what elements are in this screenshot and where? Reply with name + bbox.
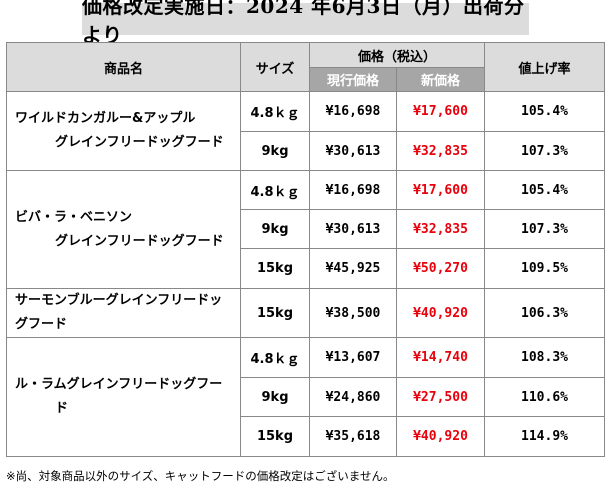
product-name-line1: ビバ・ラ・ベニソン bbox=[15, 209, 133, 225]
product-name-line1: ワイルドカンガルー&アップル bbox=[15, 111, 196, 126]
product-name-line2: グレインフリードッグフード bbox=[55, 135, 224, 150]
product-name: サーモンブルーグレインフリードッ グフード bbox=[6, 288, 241, 338]
table-row: 9kg ¥24,860 ¥27,500 110.6% bbox=[7, 377, 606, 417]
product-name: ル・ラムグレインフリードッグフード bbox=[6, 337, 241, 457]
new-price-cell: ¥32,835 bbox=[395, 131, 486, 171]
table-row: サーモンブルーグレインフリードッ グフード 15kg ¥38,500 ¥40,920 10… bbox=[6, 288, 606, 338]
header-new-price: 新価格 bbox=[395, 67, 486, 92]
table-row: 15kg ¥45,925 ¥50,270 109.5% bbox=[7, 248, 606, 289]
current-price-cell: ¥16,698 bbox=[309, 170, 397, 210]
new-price-cell: ¥17,600 bbox=[395, 91, 486, 132]
table-row: 15kg ¥35,618 ¥40,920 114.9% bbox=[7, 416, 606, 457]
product-name: ワイルドカンガルー&アップルグレインフリードッグフード bbox=[6, 91, 241, 171]
rate-cell: 108.3% bbox=[484, 337, 606, 378]
product-name-line2: グレインフリードッグフード bbox=[55, 233, 224, 249]
header-price: 価格（税込） bbox=[308, 42, 486, 68]
table-row: 9kg ¥30,613 ¥32,835 107.3% bbox=[7, 209, 606, 249]
header-size: サイズ bbox=[240, 42, 310, 92]
product-name-line1: サーモンブルーグレインフリードッ bbox=[15, 293, 223, 308]
footnote: ※尚、対象商品以外のサイズ、キャットフードの価格改定はございません。 bbox=[6, 469, 395, 483]
size-cell: 9kg bbox=[240, 377, 310, 417]
rate-cell: 106.3% bbox=[484, 288, 606, 338]
size-cell: 4.8ｋｇ bbox=[240, 337, 310, 378]
rate-cell: 105.4% bbox=[484, 170, 606, 210]
new-price-cell: ¥50,270 bbox=[395, 248, 486, 289]
new-price-cell: ¥40,920 bbox=[395, 416, 486, 457]
size-cell: 4.8ｋｇ bbox=[240, 91, 310, 132]
rate-cell: 114.9% bbox=[484, 416, 606, 457]
rate-cell: 107.3% bbox=[484, 131, 606, 171]
header-rate: 値上げ率 bbox=[484, 42, 606, 92]
product-name: ビバ・ラ・ベニソングレインフリードッグフード bbox=[6, 170, 241, 289]
table-row: ル・ラムグレインフリードッグフード 4.8ｋｇ ¥13,607 ¥14,740 108.… bbox=[6, 337, 606, 457]
header-current-price: 現行価格 bbox=[309, 67, 397, 92]
rate-cell: 107.3% bbox=[484, 209, 606, 249]
current-price-cell: ¥16,698 bbox=[309, 91, 397, 132]
current-price-cell: ¥30,613 bbox=[309, 209, 397, 249]
page-title: 価格改定実施日：2024 年6月3日（月）出荷分より bbox=[82, 0, 529, 47]
size-cell: 15kg bbox=[240, 416, 310, 457]
rate-cell: 109.5% bbox=[484, 248, 606, 289]
rate-cell: 105.4% bbox=[484, 91, 606, 132]
table-row: ビバ・ラ・ベニソン グレインフリードッグフード 4.8ｋｇ ¥16,698 ¥17,60… bbox=[6, 170, 606, 289]
size-cell: 9kg bbox=[240, 131, 310, 171]
new-price-cell: ¥40,920 bbox=[395, 288, 486, 338]
size-cell: 4.8ｋｇ bbox=[240, 170, 310, 210]
new-price-cell: ¥14,740 bbox=[395, 337, 486, 378]
product-name-line2: ド bbox=[55, 401, 69, 416]
new-price-cell: ¥17,600 bbox=[395, 170, 486, 210]
new-price-cell: ¥32,835 bbox=[395, 209, 486, 249]
table-row: ワイルドカンガルー&アップル グレインフリードッグフード 4.8ｋｇ ¥16,698 ¥… bbox=[6, 91, 606, 171]
header-product: 商品名 bbox=[6, 42, 241, 92]
size-cell: 9kg bbox=[240, 209, 310, 249]
current-price-cell: ¥35,618 bbox=[309, 416, 397, 457]
price-table: 商品名 サイズ 価格（税込） 値上げ率 現行価格 新価格 ワイルドカンガルー&ア… bbox=[6, 42, 606, 457]
current-price-cell: ¥13,607 bbox=[309, 337, 397, 378]
product-name-line1: ル・ラムグレインフリードッグフー bbox=[15, 377, 223, 392]
current-price-cell: ¥30,613 bbox=[309, 131, 397, 171]
table-row: 9kg ¥30,613 ¥32,835 107.3% bbox=[7, 131, 606, 171]
rate-cell: 110.6% bbox=[484, 377, 606, 417]
new-price-cell: ¥27,500 bbox=[395, 377, 486, 417]
size-cell: 15kg bbox=[240, 248, 310, 289]
size-cell: 15kg bbox=[240, 288, 310, 338]
current-price-cell: ¥45,925 bbox=[309, 248, 397, 289]
product-name-line2: グフード bbox=[15, 317, 68, 332]
current-price-cell: ¥38,500 bbox=[309, 288, 397, 338]
current-price-cell: ¥24,860 bbox=[309, 377, 397, 417]
